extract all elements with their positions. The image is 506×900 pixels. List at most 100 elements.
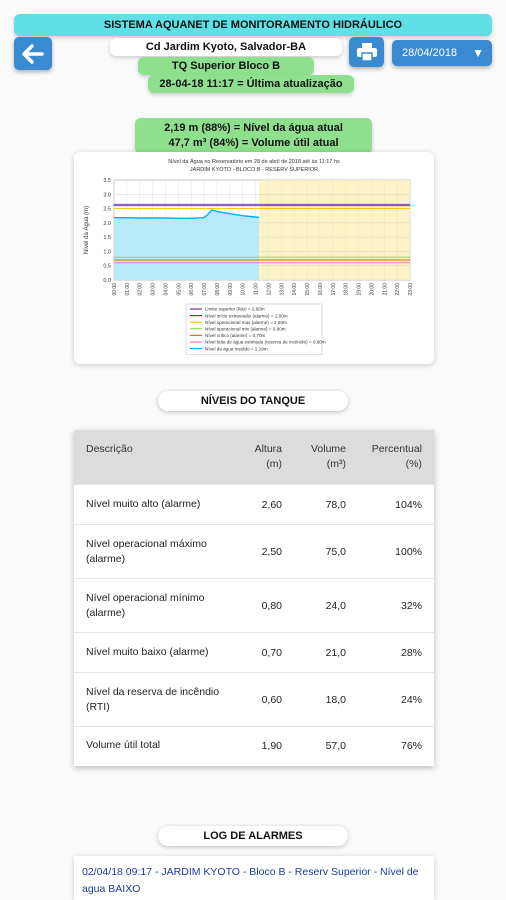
caret-down-icon: ▼ [472,46,484,60]
header-height-label: Altura [254,443,282,455]
log-section-title: LOG DE ALARMES [158,826,348,846]
header-volume-unit: (m³) [326,458,346,470]
row-description: Nível operacional mínimo (alarme) [86,591,205,619]
row-volume: 24,0 [325,599,346,612]
date-selector[interactable]: 28/04/2018 ▼ [392,40,492,66]
x-tick-label: 15:00 [305,283,311,296]
y-tick-label: 1.0 [103,249,111,255]
print-button[interactable] [349,37,384,67]
legend-label: Limite superior (lido) = 2,65m [205,307,265,312]
y-tick-label: 2.5 [103,207,111,213]
x-tick-label: 10:00 [241,283,247,296]
row-description: Nível muito alto (alarme) [86,498,201,510]
header-description: Descrição [86,443,133,455]
current-level-box: 2,19 m (88%) = Nível da água atual 47,7 … [135,118,372,154]
row-percent: 24% [400,693,422,706]
back-button[interactable] [14,37,52,70]
row-description: Volume útil total [86,739,161,751]
y-tick-label: 0.5 [103,264,111,270]
chart-title: Nível da Água no Reservatório em 28 de a… [168,158,340,165]
row-percent: 32% [400,599,422,612]
x-tick-label: 05:00 [176,283,182,296]
row-volume: 21,0 [325,646,346,659]
y-axis-label: Nível da Água (m) [83,206,90,254]
series-area [114,210,260,280]
location-label: Cd Jardim Kyoto, Salvador-BA [110,38,342,56]
x-tick-label: 07:00 [202,283,208,296]
row-height: 2,50 [261,545,282,558]
x-tick-label: 08:00 [215,283,221,296]
legend-box [185,303,323,355]
alarm-log-entry[interactable]: 02/04/18 09:17 - JARDIM KYOTO - Bloco B … [82,866,419,895]
current-volume-text: 47,7 m³ (84%) = Volume útil atual [168,137,339,149]
header-volume: Volume (m³) [284,430,354,484]
arrow-left-icon [22,43,44,64]
y-tick-label: 0.0 [103,278,111,284]
header-height: Altura (m) [232,430,284,484]
row-percent: 104% [395,498,422,511]
legend-label: Nível operacional min (alarme) = 0,80m [205,327,286,332]
header-percent: Percentual (%) [354,430,434,484]
x-tick-label: 00:00 [112,283,118,296]
x-tick-label: 17:00 [331,283,337,296]
alarm-log-card: 02/04/18 09:17 - JARDIM KYOTO - Bloco B … [74,856,434,900]
level-chart-card: Nível da Água no Reservatório em 28 de a… [74,152,434,364]
y-tick-label: 3.5 [103,178,111,184]
row-volume: 18,0 [325,693,346,706]
header-volume-label: Volume [310,443,346,455]
levels-table: Descrição Altura (m) Volume (m³) Percent… [74,430,434,766]
header-percent-unit: (%) [405,458,422,470]
table-row: Nível operacional máximo (alarme) 2,50 7… [74,524,434,578]
row-height: 0,80 [261,599,282,612]
app-title: SISTEMA AQUANET DE MONITORAMENTO HIDRÁUL… [14,14,492,36]
row-volume: 57,0 [325,739,346,752]
row-height: 1,90 [261,739,282,752]
row-volume: 75,0 [325,545,346,558]
row-height: 0,70 [261,646,282,659]
last-update-label: 28-04-18 11:17 = Última atualização [148,75,354,93]
row-height: 0,60 [261,693,282,706]
x-tick-label: 09:00 [228,283,234,296]
row-volume: 78,0 [325,498,346,511]
x-tick-label: 12:00 [266,283,272,296]
date-value: 28/04/2018 [402,47,458,59]
tank-label: TQ Superior Bloco B [138,57,314,75]
series-line [114,209,260,219]
legend-label: Nível falta de água estimada (reserva de… [205,340,326,345]
x-tick-label: 23:00 [408,283,414,296]
x-tick-label: 18:00 [344,283,350,296]
printer-icon [356,43,377,62]
row-description: Nível da reserva de incêndio (RTI) [86,685,220,713]
x-tick-label: 22:00 [395,283,401,296]
x-tick-label: 21:00 [382,283,388,296]
x-tick-label: 01:00 [125,283,131,296]
header-percent-label: Percentual [371,443,422,455]
x-tick-label: 06:00 [189,283,195,296]
current-level-text: 2,19 m (88%) = Nível da água atual [164,122,343,134]
x-tick-label: 13:00 [279,283,285,296]
chart-subtitle: JARDIM KYOTO - BLOCO B - RESERV SUPERIOR [190,167,318,173]
x-tick-label: 02:00 [138,283,144,296]
future-region [259,180,410,280]
levels-section-title: NÍVEIS DO TANQUE [158,391,348,411]
row-percent: 28% [400,646,422,659]
y-tick-label: 2.0 [103,221,111,227]
y-tick-label: 3.0 [103,192,111,198]
table-row: Volume útil total 1,90 57,0 76% [74,726,434,764]
row-description: Nível operacional máximo (alarme) [86,537,207,565]
level-chart: Nível da Água no Reservatório em 28 de a… [83,158,414,355]
row-percent: 76% [400,739,422,752]
table-row: Nível muito alto (alarme) 2,60 78,0 104% [74,484,434,524]
row-height: 2,60 [261,498,282,511]
row-percent: 100% [395,545,422,558]
legend-label: Nível da água medido = 2,19m [205,346,268,351]
legend-label: Nível operacional max (alarme) = 2,50m [205,320,287,325]
y-tick-label: 1.5 [103,235,111,241]
x-tick-label: 20:00 [369,283,375,296]
x-tick-label: 03:00 [151,283,157,296]
header-height-unit: (m) [266,458,282,470]
x-tick-label: 19:00 [357,283,363,296]
row-description: Nível muito baixo (alarme) [86,646,209,658]
table-row: Nível operacional mínimo (alarme) 0,80 2… [74,578,434,632]
table-row: Nível muito baixo (alarme) 0,70 21,0 28% [74,632,434,672]
